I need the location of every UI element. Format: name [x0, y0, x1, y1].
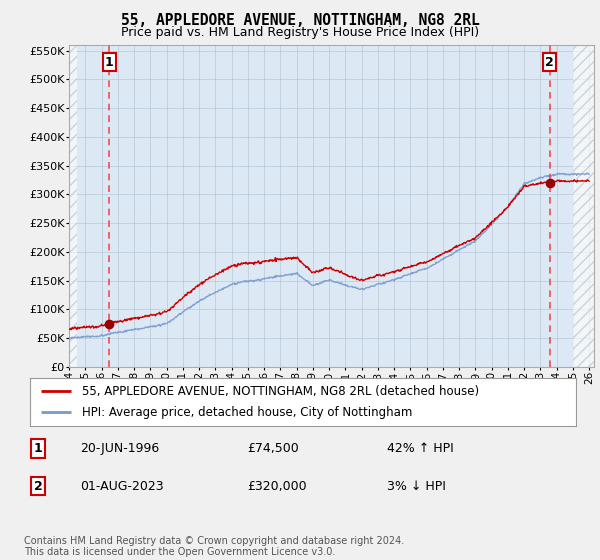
Text: 1: 1 — [105, 55, 113, 68]
Text: 55, APPLEDORE AVENUE, NOTTINGHAM, NG8 2RL: 55, APPLEDORE AVENUE, NOTTINGHAM, NG8 2R… — [121, 13, 479, 29]
Text: Price paid vs. HM Land Registry's House Price Index (HPI): Price paid vs. HM Land Registry's House … — [121, 26, 479, 39]
Text: 01-AUG-2023: 01-AUG-2023 — [80, 479, 163, 493]
Text: 3% ↓ HPI: 3% ↓ HPI — [387, 479, 446, 493]
Text: 20-JUN-1996: 20-JUN-1996 — [80, 442, 159, 455]
Text: 42% ↑ HPI: 42% ↑ HPI — [387, 442, 454, 455]
Text: 2: 2 — [545, 55, 554, 68]
Text: HPI: Average price, detached house, City of Nottingham: HPI: Average price, detached house, City… — [82, 406, 412, 419]
Text: 1: 1 — [34, 442, 43, 455]
Text: 2: 2 — [34, 479, 43, 493]
Text: Contains HM Land Registry data © Crown copyright and database right 2024.
This d: Contains HM Land Registry data © Crown c… — [24, 535, 404, 557]
Text: 55, APPLEDORE AVENUE, NOTTINGHAM, NG8 2RL (detached house): 55, APPLEDORE AVENUE, NOTTINGHAM, NG8 2R… — [82, 385, 479, 398]
Text: £320,000: £320,000 — [247, 479, 307, 493]
Text: £74,500: £74,500 — [247, 442, 299, 455]
